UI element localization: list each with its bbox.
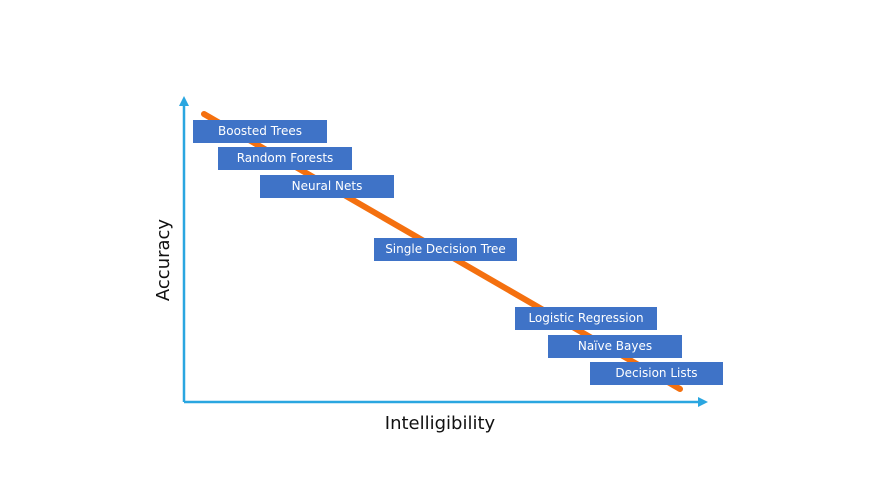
model-label-naive-bayes: Naïve Bayes bbox=[578, 339, 652, 353]
model-box-decision-lists: Decision Lists bbox=[590, 362, 723, 385]
model-box-naive-bayes: Naïve Bayes bbox=[548, 335, 682, 358]
model-label-decision-lists: Decision Lists bbox=[615, 366, 697, 380]
model-label-logistic-regression: Logistic Regression bbox=[528, 311, 643, 325]
model-box-neural-nets: Neural Nets bbox=[260, 175, 394, 198]
model-box-random-forests: Random Forests bbox=[218, 147, 352, 170]
model-label-neural-nets: Neural Nets bbox=[292, 179, 363, 193]
model-box-single-decision-tree: Single Decision Tree bbox=[374, 238, 517, 261]
model-label-single-decision-tree: Single Decision Tree bbox=[385, 242, 506, 256]
model-label-boosted-trees: Boosted Trees bbox=[218, 124, 302, 138]
y-axis-label: Accuracy bbox=[153, 219, 174, 302]
x-axis-label: Intelligibility bbox=[385, 413, 496, 434]
model-label-random-forests: Random Forests bbox=[237, 151, 334, 165]
model-box-logistic-regression: Logistic Regression bbox=[515, 307, 657, 330]
model-box-boosted-trees: Boosted Trees bbox=[193, 120, 327, 143]
